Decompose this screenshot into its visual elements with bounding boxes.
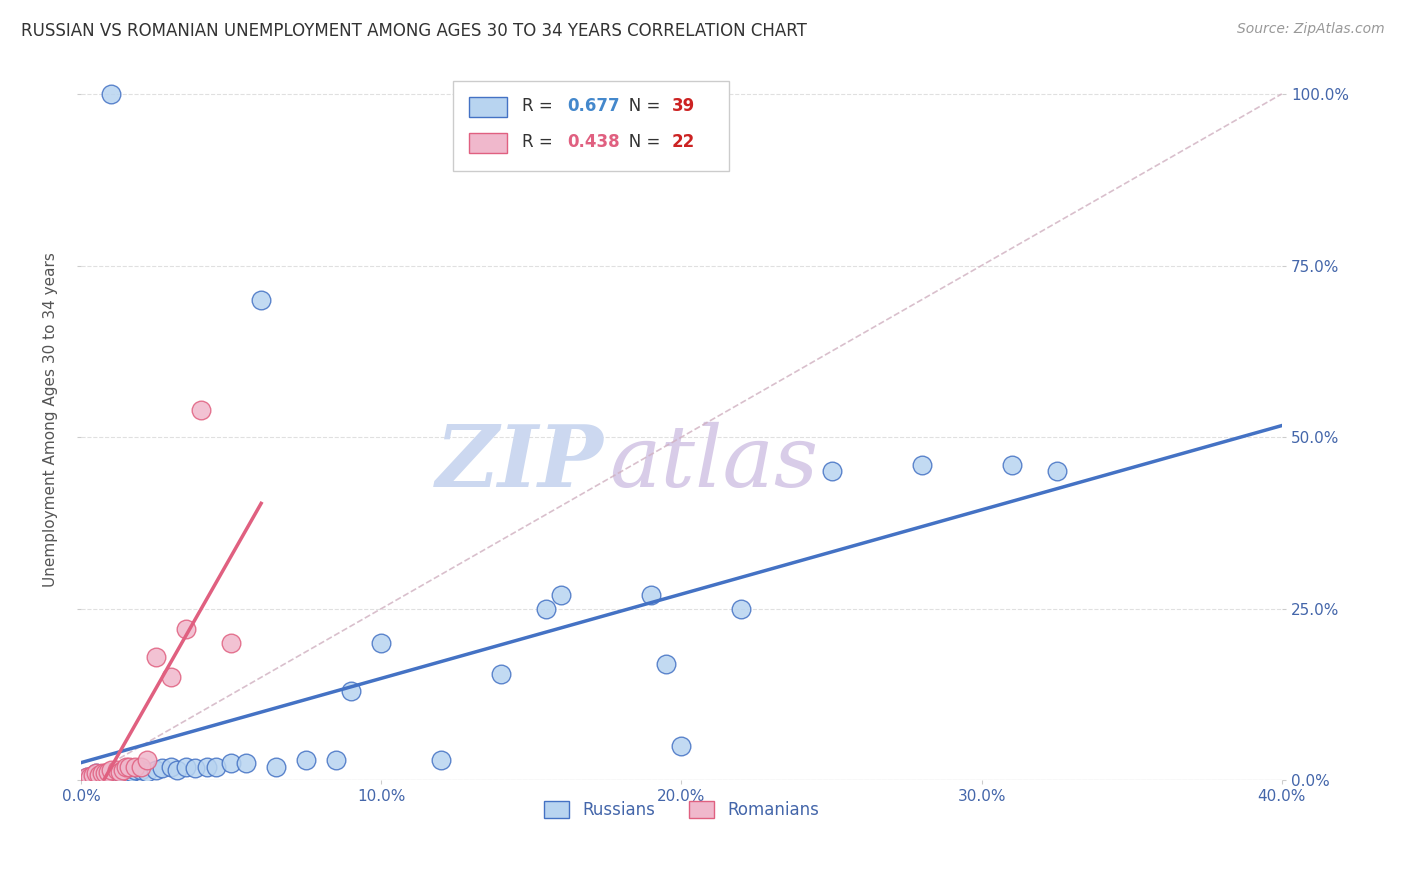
Point	[118, 759, 141, 773]
Point	[491, 667, 513, 681]
Point	[97, 770, 120, 784]
Point	[94, 770, 117, 784]
Point	[94, 766, 117, 780]
Point	[325, 753, 347, 767]
Point	[166, 763, 188, 777]
Point	[129, 759, 152, 773]
Text: 0.438: 0.438	[568, 134, 620, 152]
Text: atlas: atlas	[609, 422, 818, 505]
Point	[112, 768, 135, 782]
Point	[82, 768, 104, 782]
Point	[174, 759, 197, 773]
Point	[671, 739, 693, 753]
Text: N =: N =	[613, 97, 665, 115]
Point	[550, 588, 572, 602]
Point	[91, 770, 114, 784]
Point	[79, 770, 101, 784]
Point	[91, 766, 114, 780]
Point	[430, 753, 453, 767]
Text: R =: R =	[522, 97, 558, 115]
Y-axis label: Unemployment Among Ages 30 to 34 years: Unemployment Among Ages 30 to 34 years	[44, 252, 58, 588]
Bar	[468, 97, 508, 117]
Bar	[468, 133, 508, 153]
Point	[145, 649, 167, 664]
Point	[820, 465, 842, 479]
Point	[121, 765, 143, 780]
Point	[219, 756, 242, 771]
Point	[1001, 458, 1024, 472]
Point	[100, 768, 122, 782]
Point	[100, 763, 122, 777]
Point	[79, 770, 101, 784]
Point	[124, 759, 146, 773]
Text: RUSSIAN VS ROMANIAN UNEMPLOYMENT AMONG AGES 30 TO 34 YEARS CORRELATION CHART: RUSSIAN VS ROMANIAN UNEMPLOYMENT AMONG A…	[21, 22, 807, 40]
Point	[195, 759, 218, 773]
Point	[184, 761, 207, 775]
Point	[160, 670, 183, 684]
Point	[219, 636, 242, 650]
Point	[94, 768, 117, 782]
Point	[655, 657, 678, 671]
Point	[190, 402, 212, 417]
Text: ZIP: ZIP	[436, 421, 603, 505]
Point	[174, 622, 197, 636]
Point	[136, 753, 159, 767]
Text: N =: N =	[613, 134, 665, 152]
Point	[115, 759, 138, 773]
Point	[129, 763, 152, 777]
Legend: Russians, Romanians: Russians, Romanians	[537, 795, 825, 826]
Point	[87, 768, 110, 782]
Point	[910, 458, 932, 472]
Point	[87, 770, 110, 784]
Point	[100, 766, 122, 780]
Point	[295, 753, 318, 767]
Point	[250, 293, 273, 307]
Text: Source: ZipAtlas.com: Source: ZipAtlas.com	[1237, 22, 1385, 37]
Point	[124, 763, 146, 777]
Point	[115, 766, 138, 780]
Point	[100, 87, 122, 101]
Point	[640, 588, 662, 602]
Point	[150, 761, 173, 775]
Point	[730, 601, 752, 615]
Text: 22: 22	[672, 134, 695, 152]
Point	[105, 766, 128, 780]
Point	[76, 770, 98, 784]
Point	[84, 770, 107, 784]
Point	[97, 765, 120, 780]
Point	[84, 766, 107, 780]
FancyBboxPatch shape	[453, 81, 730, 171]
Point	[108, 765, 131, 780]
Point	[370, 636, 392, 650]
Point	[264, 759, 287, 773]
Point	[118, 766, 141, 780]
Point	[84, 766, 107, 780]
Point	[340, 684, 363, 698]
Point	[235, 756, 257, 771]
Point	[536, 601, 558, 615]
Point	[1046, 465, 1069, 479]
Point	[112, 763, 135, 777]
Text: 39: 39	[672, 97, 695, 115]
Point	[145, 763, 167, 777]
Point	[76, 770, 98, 784]
Point	[82, 770, 104, 784]
Point	[205, 759, 228, 773]
Point	[160, 759, 183, 773]
Point	[105, 763, 128, 777]
Point	[136, 765, 159, 780]
Text: 0.677: 0.677	[568, 97, 620, 115]
Text: R =: R =	[522, 134, 558, 152]
Point	[108, 768, 131, 782]
